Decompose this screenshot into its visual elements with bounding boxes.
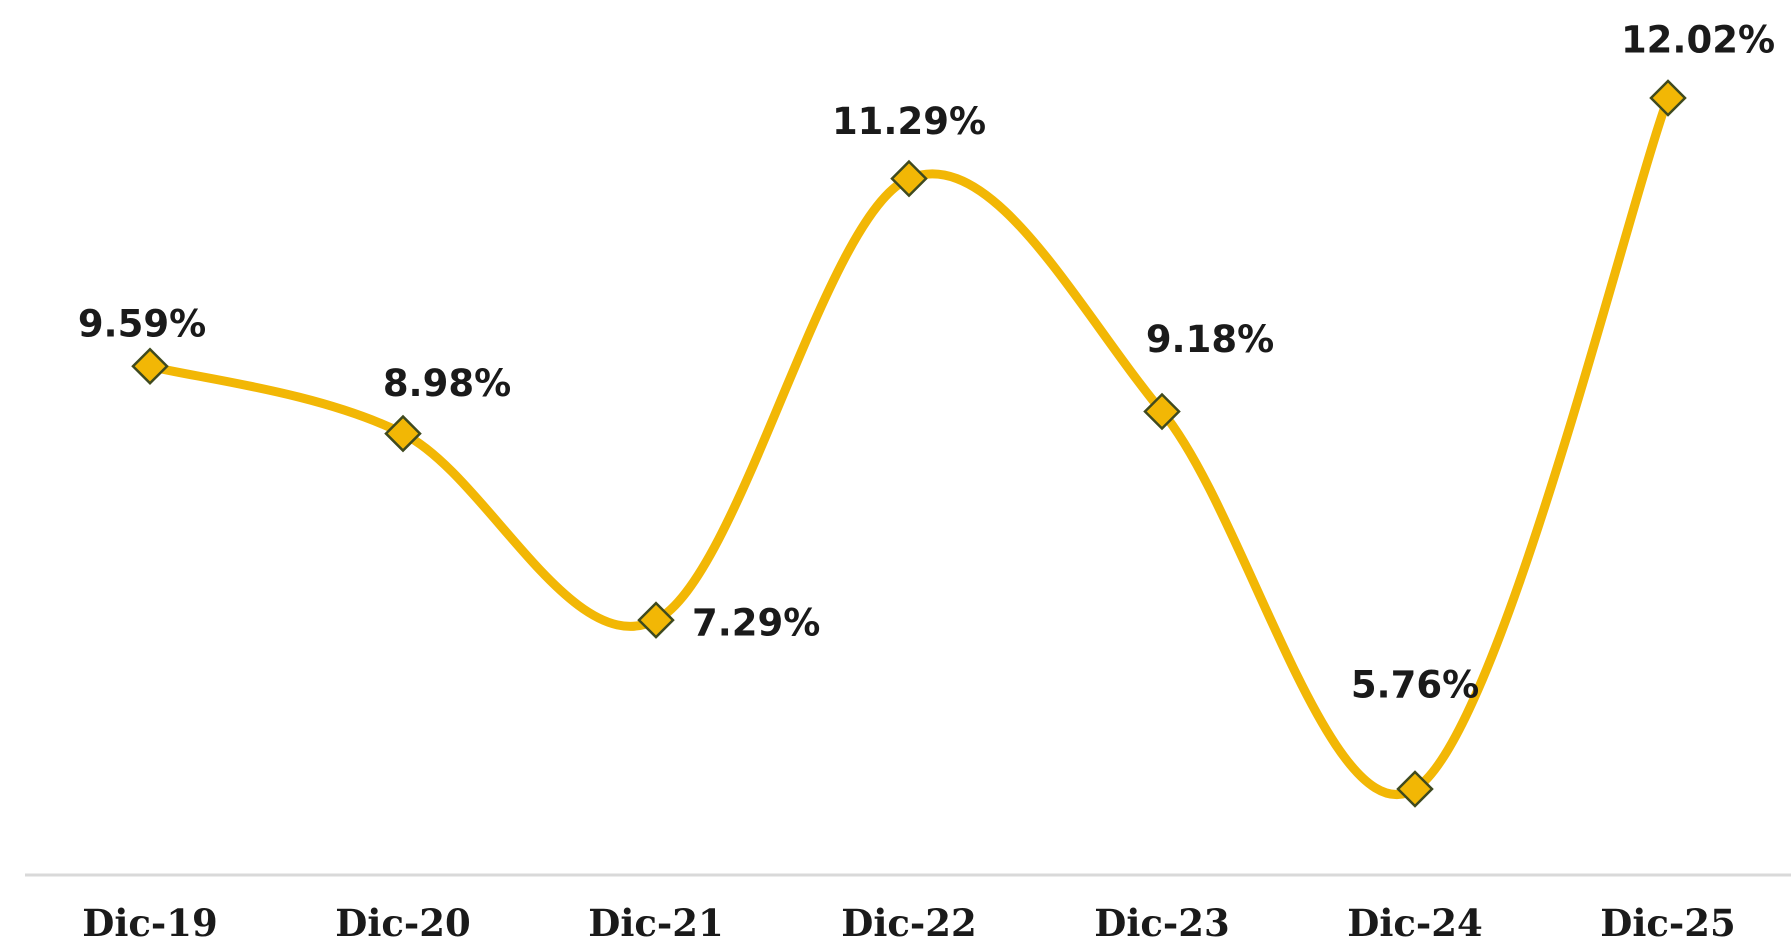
- series-layer: [145, 93, 1673, 799]
- data-label-dic-21: 7.29%: [692, 602, 820, 645]
- marker-layer: [131, 79, 1687, 808]
- data-point-dic-22: [890, 159, 928, 198]
- data-point-dic-24: [1396, 770, 1434, 808]
- data-point-dic-25: [1649, 79, 1687, 117]
- data-label-dic-22: 11.29%: [832, 100, 986, 143]
- data-point-dic-20: [384, 414, 422, 453]
- x-tick-label: Dic-20: [335, 901, 471, 943]
- x-tick-label: Dic-19: [82, 901, 218, 943]
- data-label-dic-19: 9.59%: [78, 303, 206, 346]
- x-tick-label: Dic-22: [841, 901, 977, 943]
- data-label-dic-25: 12.02%: [1621, 19, 1775, 62]
- x-tick-label: Dic-21: [588, 901, 724, 943]
- data-label-dic-20: 8.98%: [383, 362, 511, 405]
- x-tick-label: Dic-25: [1600, 901, 1736, 943]
- x-tick-layer: Dic-19 Dic-20 Dic-21 Dic-22 Dic-23 Dic-24 Dic-…: [82, 901, 1736, 945]
- data-label-dic-23: 9.18%: [1146, 318, 1274, 361]
- x-tick-label: Dic-23: [1094, 901, 1230, 943]
- data-point-dic-19: [131, 347, 169, 385]
- data-point-dic-21: [637, 601, 675, 639]
- series-line: [145, 93, 1673, 799]
- x-tick-label: Dic-24: [1347, 901, 1483, 943]
- data-label-layer: 9.59% 8.98% 7.29% 11.29% 9.18% 5.76% 12.02%: [78, 19, 1775, 707]
- data-label-dic-24: 5.76%: [1351, 664, 1479, 707]
- data-point-dic-23: [1143, 392, 1181, 431]
